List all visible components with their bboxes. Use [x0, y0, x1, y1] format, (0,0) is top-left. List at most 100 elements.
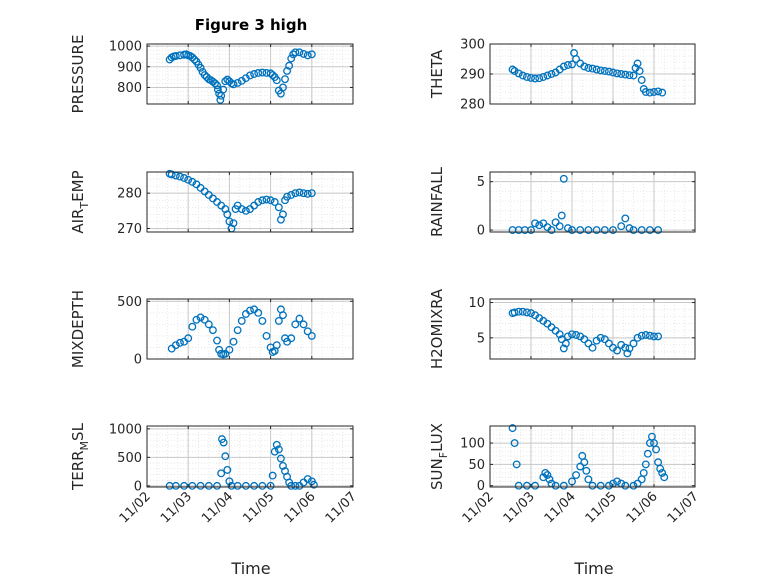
data-point: [204, 481, 213, 490]
subplot-1: 800 900 1000 PRESSURE: [69, 35, 354, 113]
data-point: [613, 477, 622, 486]
data-point: [281, 75, 289, 84]
data-point: [508, 65, 517, 74]
data-point: [637, 331, 646, 340]
data-point: [625, 71, 634, 80]
data-point: [600, 67, 609, 75]
data-point: [279, 461, 287, 470]
data-point: [545, 475, 554, 484]
data-point: [568, 226, 576, 235]
y-tick-label: 100: [460, 437, 485, 452]
data-point: [635, 67, 644, 75]
data-point: [535, 74, 544, 83]
data-point: [279, 311, 287, 320]
x-tick-label: 11/03: [158, 489, 195, 526]
data-point: [303, 327, 312, 336]
data-point: [580, 458, 589, 467]
data-point: [551, 481, 560, 490]
data-point: [600, 335, 609, 344]
data-point: [547, 70, 556, 78]
data-point: [188, 322, 197, 331]
data-point: [241, 481, 250, 490]
data-point: [272, 341, 281, 350]
data-point: [213, 81, 221, 90]
y-tick-label: 1000: [109, 422, 142, 437]
data-point: [559, 344, 568, 353]
data-point: [572, 471, 581, 480]
data-point: [184, 334, 193, 343]
data-point: [221, 452, 230, 461]
y-tick-label: 290: [460, 68, 485, 83]
data-point: [582, 466, 591, 475]
data-point: [568, 60, 576, 69]
data-point: [279, 210, 287, 219]
data-point: [645, 331, 654, 340]
data-point: [592, 226, 601, 235]
subplot-5: 0 500 MIXDEPTH: [69, 290, 354, 368]
data-point: [287, 190, 296, 199]
data-point: [512, 460, 521, 469]
data-point: [241, 206, 250, 215]
data-point: [584, 475, 593, 484]
data-point: [225, 217, 234, 226]
data-point: [609, 68, 617, 77]
data-point: [250, 70, 259, 78]
data-point: [584, 226, 593, 235]
data-point: [652, 445, 660, 454]
y-axis-label: TERRMSL: [69, 422, 91, 491]
data-point: [287, 481, 296, 490]
data-point: [180, 481, 189, 490]
data-point: [258, 316, 267, 325]
data-point: [561, 339, 570, 348]
data-point: [658, 88, 667, 97]
data-point: [535, 221, 544, 230]
data-point: [557, 335, 566, 344]
data-point: [600, 226, 609, 235]
data-point: [613, 69, 622, 78]
y-axis-label: MIXDEPTH: [69, 290, 87, 368]
data-point: [307, 189, 316, 198]
data-point: [514, 481, 523, 490]
data-point: [543, 71, 552, 80]
data-point: [654, 87, 663, 96]
data-point: [522, 481, 531, 490]
data-point: [307, 50, 316, 59]
data-point: [584, 64, 593, 72]
data-point: [219, 85, 228, 94]
data-point: [604, 339, 613, 348]
subplot-2: 280 290 300 THETA: [428, 38, 696, 113]
data-point: [559, 62, 568, 71]
data-point: [258, 68, 267, 77]
data-point: [192, 315, 201, 324]
data-point: [568, 330, 576, 339]
data-point: [258, 196, 267, 205]
data-point: [254, 69, 263, 77]
y-tick-label: 0: [134, 479, 142, 494]
data-point: [639, 468, 648, 477]
data-point: [531, 219, 540, 228]
data-point: [660, 473, 669, 482]
data-point: [621, 214, 630, 223]
x-tick-label: 11/06: [624, 489, 661, 526]
data-point: [208, 326, 217, 335]
y-tick-label: 280: [117, 187, 142, 202]
data-point: [217, 469, 226, 478]
x-tick-label: 11/02: [117, 489, 154, 526]
data-point: [237, 316, 246, 325]
data-point: [246, 71, 254, 80]
y-tick-label: 1000: [109, 40, 142, 55]
data-point: [221, 349, 230, 358]
data-point: [510, 308, 519, 317]
data-point: [654, 332, 663, 341]
y-axis-label: H2OMIXRA: [428, 288, 446, 369]
data-point: [225, 345, 234, 354]
data-point: [188, 53, 197, 62]
data-point: [641, 88, 650, 96]
data-point: [617, 222, 626, 231]
y-axis-label: SUNFLUX: [428, 423, 450, 490]
data-point: [299, 49, 308, 58]
data-point: [180, 174, 189, 182]
data-point: [658, 468, 667, 477]
data-point: [588, 481, 597, 490]
